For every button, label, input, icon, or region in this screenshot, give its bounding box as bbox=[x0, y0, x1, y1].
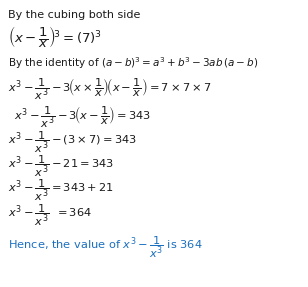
Text: $x^3 - \dfrac{1}{x^3} - 3\!\left(x - \dfrac{1}{x}\right) = 343$: $x^3 - \dfrac{1}{x^3} - 3\!\left(x - \df… bbox=[14, 104, 151, 130]
Text: By the identity of $(a - b)^3 = a^3 + b^3 - 3ab\,(a - b)$: By the identity of $(a - b)^3 = a^3 + b^… bbox=[8, 55, 258, 71]
Text: $x^3 - \dfrac{1}{x^3} = 343 + 21$: $x^3 - \dfrac{1}{x^3} = 343 + 21$ bbox=[8, 177, 114, 203]
Text: $x^3 - \dfrac{1}{x^3} \;\; = 364$: $x^3 - \dfrac{1}{x^3} \;\; = 364$ bbox=[8, 202, 92, 228]
Text: $\left(x - \dfrac{1}{x}\right)^{\!3} = (7)^3$: $\left(x - \dfrac{1}{x}\right)^{\!3} = (… bbox=[8, 24, 102, 50]
Text: Hence, the value of $x^3 - \dfrac{1}{x^3}$ is 364: Hence, the value of $x^3 - \dfrac{1}{x^3… bbox=[8, 234, 203, 260]
Text: By the cubing both side: By the cubing both side bbox=[8, 10, 140, 20]
Text: $x^3 - \dfrac{1}{x^3} - 3\!\left(x \times \dfrac{1}{x}\right)\!\left(x - \dfrac{: $x^3 - \dfrac{1}{x^3} - 3\!\left(x \time… bbox=[8, 76, 212, 102]
Text: $x^3 - \dfrac{1}{x^3} - (3 \times 7) = 343$: $x^3 - \dfrac{1}{x^3} - (3 \times 7) = 3… bbox=[8, 129, 137, 155]
Text: $x^3 - \dfrac{1}{x^3} - 21 = 343$: $x^3 - \dfrac{1}{x^3} - 21 = 343$ bbox=[8, 153, 114, 179]
